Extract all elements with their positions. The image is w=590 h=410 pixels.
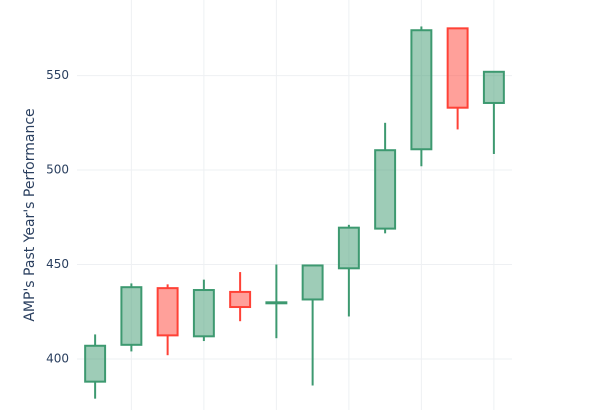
candle-body xyxy=(482,70,505,104)
candle-body xyxy=(301,264,324,301)
candle-body xyxy=(410,29,433,151)
candle-body xyxy=(374,149,397,230)
candle-body xyxy=(337,226,360,270)
candle-body xyxy=(446,27,469,109)
y-axis-title: AMP's Past Year's Performance xyxy=(22,108,38,321)
candle-body xyxy=(229,290,252,309)
candle-body xyxy=(192,289,215,338)
candle-body xyxy=(156,287,179,337)
y-tick-label: 450 xyxy=(46,257,69,271)
y-tick-label: 550 xyxy=(46,68,69,82)
y-tick-label: 400 xyxy=(46,351,69,365)
candle-body xyxy=(265,301,288,305)
candle-body xyxy=(84,344,107,383)
candle-body xyxy=(120,286,143,346)
y-tick-label: 500 xyxy=(46,163,69,177)
